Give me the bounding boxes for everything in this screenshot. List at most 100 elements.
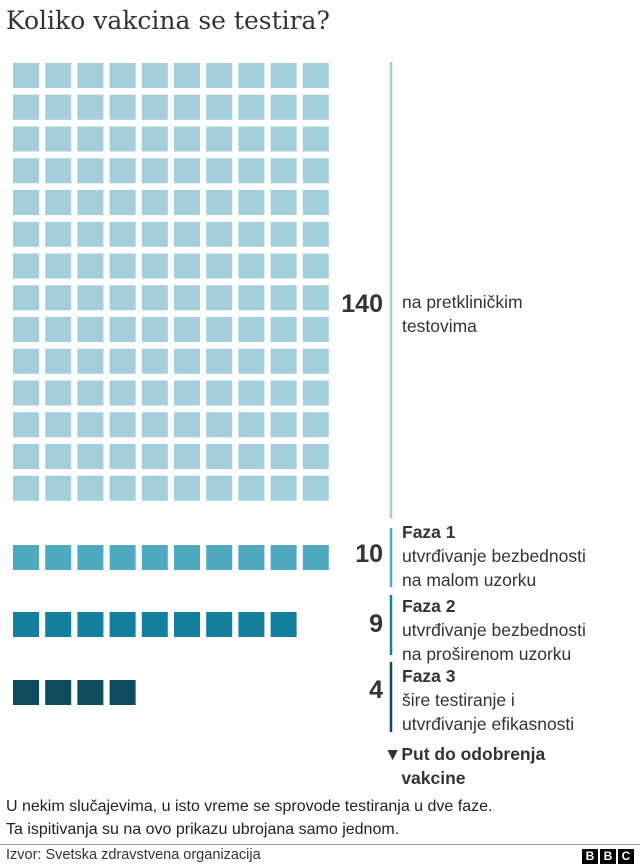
footnote-line: U nekim slučajevima, u isto vreme se spr…	[6, 798, 493, 815]
waffle-square	[206, 545, 233, 570]
group-label: na pretkliničkim testovima	[402, 290, 523, 338]
waffle-square	[109, 94, 136, 120]
waffle-square	[270, 190, 297, 215]
waffle-square	[206, 253, 233, 279]
waffle-square	[77, 348, 104, 374]
waffle-square	[302, 545, 329, 570]
approval-path-annotation: ▼Put do odobrenja vakcine	[384, 742, 571, 790]
waffle-square	[45, 680, 72, 705]
waffle-square	[174, 94, 200, 120]
group-heading: Faza 1	[402, 522, 456, 542]
waffle-square	[206, 158, 233, 184]
waffle-square	[77, 158, 104, 184]
waffle-square	[302, 94, 329, 120]
waffle-square	[302, 412, 329, 438]
waffle-square	[109, 545, 136, 570]
waffle-square	[174, 444, 200, 469]
waffle-square	[238, 348, 265, 374]
waffle-square	[13, 545, 39, 570]
waffle-square	[270, 380, 297, 406]
waffle-square	[109, 680, 136, 705]
waffle-square	[45, 285, 72, 311]
waffle-square	[77, 680, 104, 705]
source: Izvor: Svetska zdravstvena organizacija	[6, 847, 261, 863]
waffle-square	[13, 412, 39, 438]
waffle-square	[270, 545, 297, 570]
waffle-square	[77, 253, 104, 279]
waffle-square	[141, 158, 168, 184]
waffle-square	[45, 612, 72, 637]
waffle-square	[174, 285, 200, 311]
waffle-square	[270, 158, 297, 184]
waffle-square	[77, 221, 104, 247]
waffle-square	[206, 444, 233, 469]
waffle-square	[174, 545, 200, 570]
group-description: šire testiranje i	[402, 690, 515, 710]
waffle-square	[302, 158, 329, 184]
waffle-square	[45, 380, 72, 406]
waffle-square	[13, 380, 39, 406]
waffle-square	[206, 475, 233, 501]
waffle-square	[141, 444, 168, 469]
waffle-square	[238, 158, 265, 184]
group-description: na proširenom uzorku	[402, 644, 572, 664]
waffle-square	[141, 412, 168, 438]
waffle-square	[174, 126, 200, 152]
waffle-square	[141, 63, 168, 88]
waffle-square	[141, 94, 168, 120]
waffle-square	[238, 380, 265, 406]
waffle-square	[109, 475, 136, 501]
waffle-square	[238, 412, 265, 438]
waffle-square	[270, 285, 297, 311]
waffle-square	[141, 253, 168, 279]
waffle-square	[270, 317, 297, 342]
group-description: testovima	[402, 316, 477, 336]
waffle-square	[77, 285, 104, 311]
waffle-square	[77, 63, 104, 88]
group-count: 10	[355, 540, 383, 568]
waffle-square	[77, 444, 104, 469]
group-label: Faza 2 utvrđivanje bezbednosti na proširen…	[402, 594, 586, 666]
waffle-square	[141, 317, 168, 342]
waffle-square	[45, 412, 72, 438]
waffle-square	[206, 348, 233, 374]
waffle-square	[141, 126, 168, 152]
group-description: utvrđivanje efikasnosti	[402, 714, 575, 734]
waffle-square	[238, 94, 265, 120]
waffle-square	[141, 221, 168, 247]
waffle-square	[109, 380, 136, 406]
waffle-square	[141, 545, 168, 570]
waffle-square	[206, 190, 233, 215]
waffle-square	[45, 63, 72, 88]
waffle-square	[206, 94, 233, 120]
annotation-text: Put do odobrenja vakcine	[401, 744, 546, 788]
waffle-square	[141, 190, 168, 215]
divider	[0, 844, 640, 845]
waffle-square	[270, 475, 297, 501]
waffle-square	[45, 348, 72, 374]
waffle-square	[13, 221, 39, 247]
waffle-square	[174, 253, 200, 279]
waffle-square	[174, 221, 200, 247]
group-count: 4	[369, 676, 383, 704]
waffle-square	[45, 475, 72, 501]
waffle-square	[77, 612, 104, 637]
waffle-square	[302, 253, 329, 279]
waffle-square	[206, 285, 233, 311]
waffle-square	[270, 444, 297, 469]
waffle-square	[206, 380, 233, 406]
waffle-square	[13, 190, 39, 215]
waffle-square	[13, 348, 39, 374]
waffle-square	[77, 412, 104, 438]
waffle-square	[238, 444, 265, 469]
waffle-square	[13, 158, 39, 184]
waffle-square	[174, 158, 200, 184]
group-description: utvrđivanje bezbednosti	[402, 620, 586, 640]
waffle-square	[109, 412, 136, 438]
waffle-square	[206, 412, 233, 438]
group-description: utvrđivanje bezbednosti	[402, 546, 586, 566]
waffle-square	[109, 190, 136, 215]
waffle-square	[77, 475, 104, 501]
waffle-square	[77, 545, 104, 570]
